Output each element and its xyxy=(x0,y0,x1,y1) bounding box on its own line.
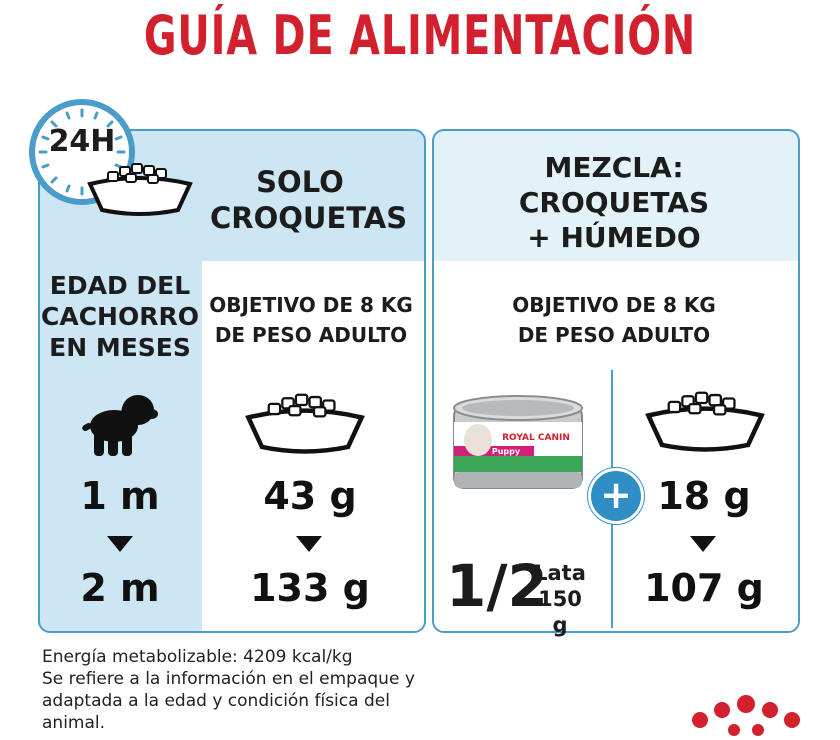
age-label-line1: EDAD DEL xyxy=(49,271,191,300)
mezcla-heading-line3: + HÚMEDO xyxy=(527,221,701,254)
age-label-line3: EN MESES xyxy=(49,333,191,362)
can-product: Puppy xyxy=(492,447,521,456)
down-arrow-icon xyxy=(296,536,322,552)
solo-heading: SOLO CROQUETAS xyxy=(210,164,408,236)
mezcla-dry-start: 18 g xyxy=(657,474,751,518)
age-label: EDAD DEL CACHORRO EN MESES xyxy=(40,270,200,363)
solo-heading-line2: CROQUETAS xyxy=(210,201,408,235)
footer-note: Energía metabolizable: 4209 kcal/kg Se r… xyxy=(42,646,502,734)
mezcla-objective: OBJETIVO DE 8 KG DE PESO ADULTO xyxy=(440,290,788,350)
mezcla-dry-end: 107 g xyxy=(644,566,764,610)
clock-24h-label: 24H xyxy=(48,124,116,159)
mezcla-panel xyxy=(432,129,800,633)
mezcla-heading: MEZCLA: CROQUETAS + HÚMEDO xyxy=(440,150,788,255)
footer-line3: adaptada a la edad y condición física de… xyxy=(42,691,390,711)
down-arrow-icon xyxy=(107,536,133,552)
age-label-line2: CACHORRO xyxy=(41,302,199,331)
can-info: Lata 150 g xyxy=(528,560,592,638)
solo-croquetas-panel xyxy=(38,129,426,633)
age-end: 2 m xyxy=(80,566,160,610)
solo-value-end: 133 g xyxy=(250,566,370,610)
age-start: 1 m xyxy=(80,474,160,518)
can-unit: Lata xyxy=(534,561,586,585)
wet-food-can-icon: ROYAL CANIN Puppy xyxy=(453,395,583,489)
brand-crown-logo xyxy=(692,695,800,736)
kibble-bowl-icon xyxy=(87,163,193,216)
can-amount: 1/2 xyxy=(446,552,548,620)
solo-objective: OBJETIVO DE 8 KG DE PESO ADULTO xyxy=(200,290,422,350)
page-title: GUÍA DE ALIMENTACIÓN xyxy=(143,4,697,67)
kibble-bowl-icon xyxy=(645,391,765,452)
mezcla-objective-line2: DE PESO ADULTO xyxy=(517,323,711,347)
footer-line1: Energía metabolizable: 4209 kcal/kg xyxy=(42,647,353,667)
mezcla-heading-line2: CROQUETAS xyxy=(518,186,710,219)
down-arrow-icon xyxy=(690,536,716,552)
mezcla-objective-line1: OBJETIVO DE 8 KG xyxy=(512,293,716,317)
solo-objective-line1: OBJETIVO DE 8 KG xyxy=(209,293,413,317)
footer-line2: Se refiere a la información en el empaqu… xyxy=(42,669,415,689)
solo-objective-line2: DE PESO ADULTO xyxy=(214,323,408,347)
kibble-bowl-icon xyxy=(245,393,365,454)
footer-line4: animal. xyxy=(42,713,106,733)
plus-icon: + xyxy=(588,468,644,524)
mezcla-heading-line1: MEZCLA: xyxy=(544,151,684,184)
can-weight: 150 g xyxy=(538,587,582,637)
solo-heading-line1: SOLO xyxy=(256,165,344,199)
puppy-icon xyxy=(82,395,158,456)
can-brand: ROYAL CANIN xyxy=(502,433,570,443)
solo-value-start: 43 g xyxy=(263,474,357,518)
